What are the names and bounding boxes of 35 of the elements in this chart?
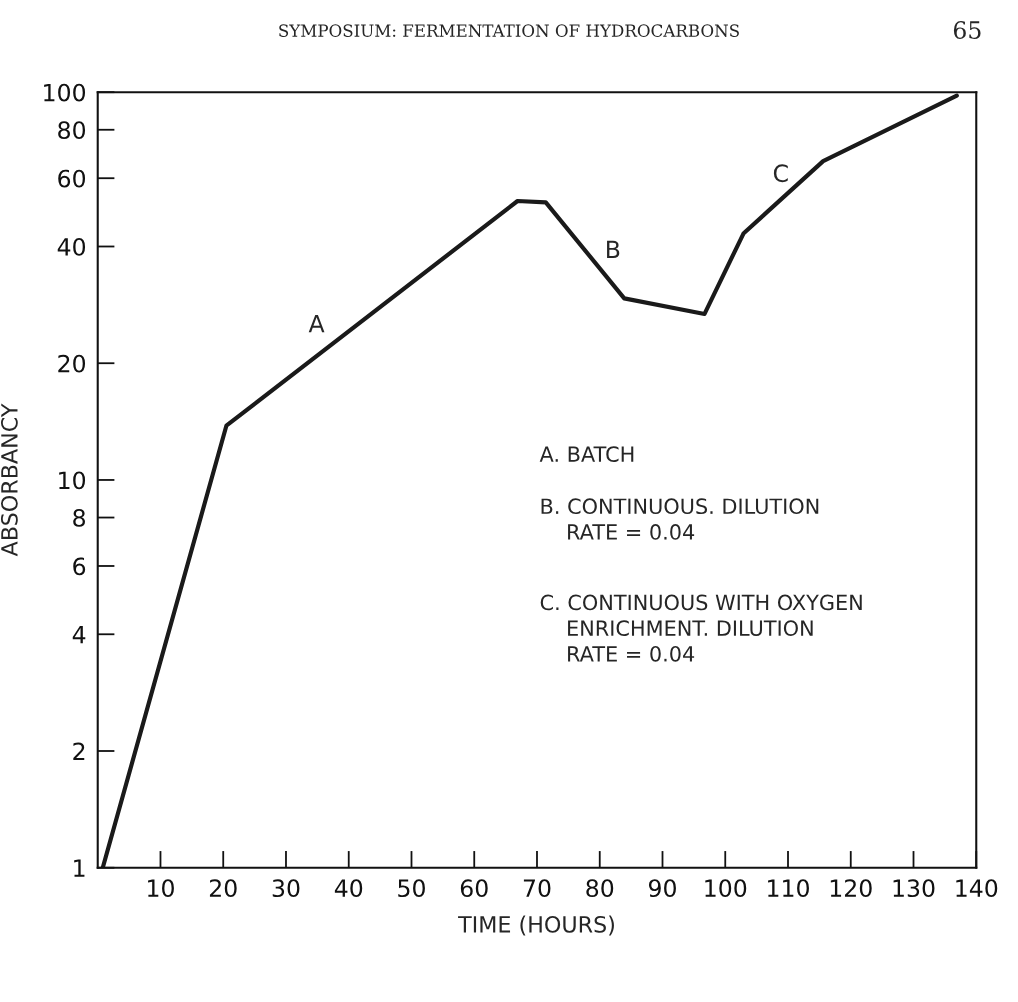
y-tick-label: 1: [74, 859, 85, 877]
y-tick-label: 100: [44, 83, 86, 102]
y-tick-label: 40: [57, 237, 86, 256]
chart-title: SYMPOSIUM: FERMENTATION OF HYDROCARBONS: [279, 24, 739, 37]
x-tick-label: 70: [523, 879, 551, 898]
annotation: A. BATCH: [539, 446, 634, 463]
x-tick-label: 30: [272, 879, 300, 898]
annotation: B. CONTINUOUS. DILUTION RATE = 0.04: [541, 498, 819, 540]
x-tick-label: 100: [705, 879, 747, 898]
x-tick-label: 20: [209, 879, 237, 898]
y-tick-label: 20: [58, 354, 86, 373]
y-axis-title: ABSORBANCY: [0, 403, 18, 557]
x-tick-label: 80: [586, 879, 614, 898]
x-tick-label: 90: [648, 879, 676, 898]
x-tick-label: 50: [398, 879, 425, 898]
x-tick-label: 130: [893, 879, 935, 898]
x-tick-label: 110: [768, 879, 809, 898]
annotation: A: [308, 314, 325, 333]
y-tick-label: 2: [73, 742, 85, 760]
y-tick-label: 6: [73, 557, 86, 576]
annotation: B: [607, 240, 620, 259]
x-tick-label: 60: [460, 879, 488, 898]
annotation: C. CONTINUOUS WITH OXYGEN ENRICHMENT. DILUTION RATE = 0.04: [540, 594, 862, 662]
y-tick-label: 4: [72, 626, 86, 644]
x-tick-label: 140: [956, 879, 998, 898]
annotation: C: [773, 164, 788, 183]
y-tick-label: 8: [73, 508, 85, 527]
y-tick-label: 80: [58, 121, 86, 140]
y-tick-label: 60: [58, 169, 86, 188]
x-tick-label: 120: [830, 879, 872, 898]
y-tick-label: 10: [59, 471, 86, 490]
x-axis-title: TIME (HOURS): [458, 915, 614, 936]
x-tick-label: 10: [148, 879, 174, 898]
text: 65: [953, 21, 981, 39]
x-tick-label: 40: [334, 879, 363, 898]
